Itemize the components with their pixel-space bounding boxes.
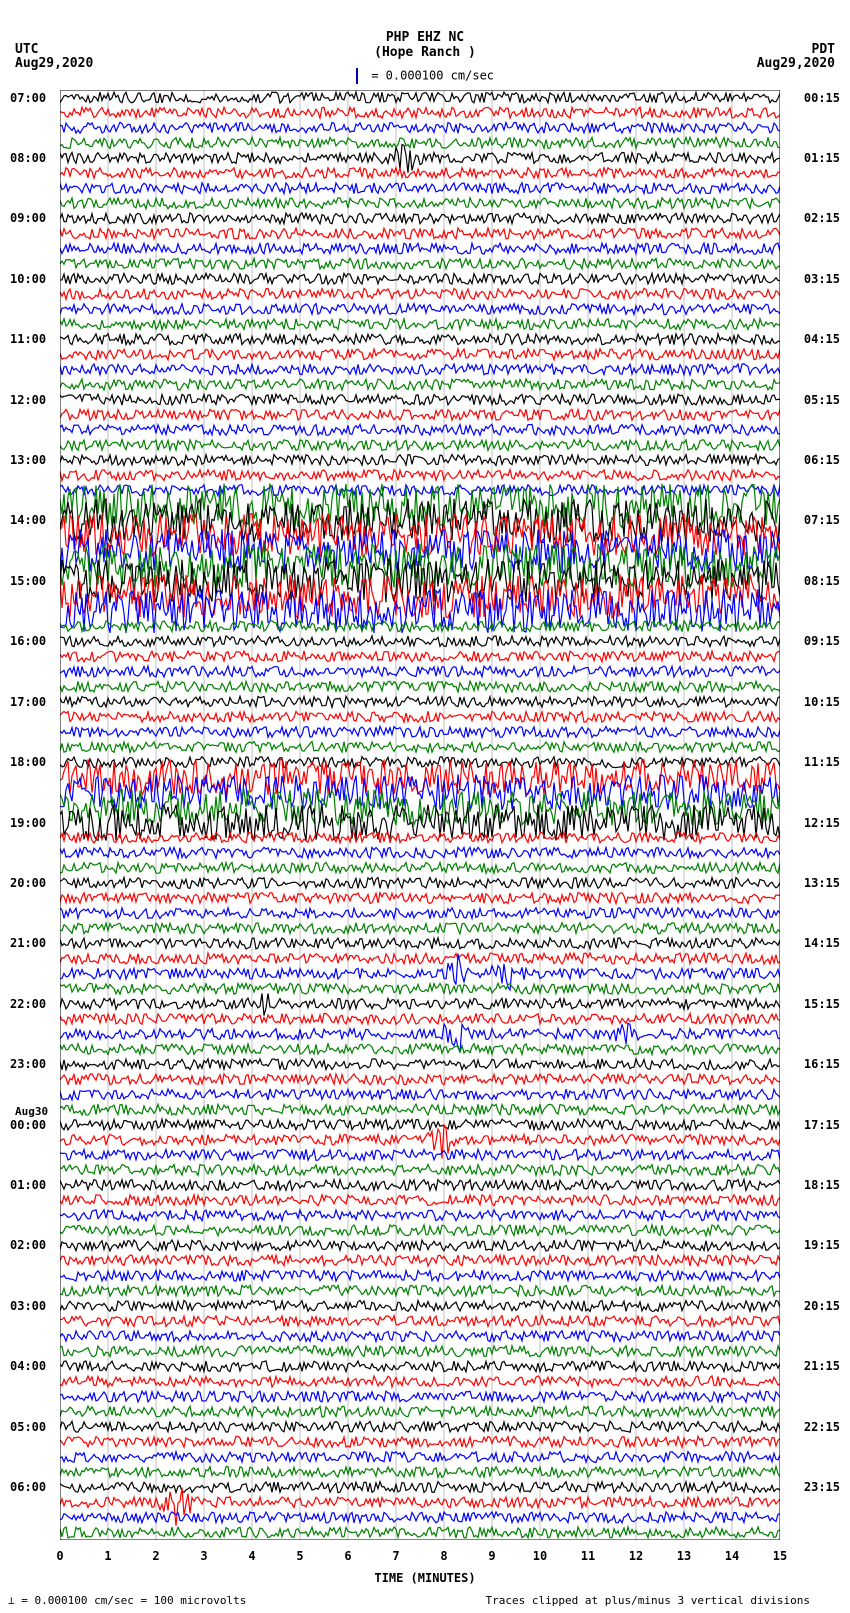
pdt-time-label: 05:15 (804, 393, 840, 407)
utc-time-label: 23:00 (10, 1057, 46, 1071)
utc-time-label: 13:00 (10, 453, 46, 467)
scale-indicator: = 0.000100 cm/sec (0, 68, 850, 84)
pdt-time-label: 20:15 (804, 1299, 840, 1313)
utc-time-label: 18:00 (10, 755, 46, 769)
x-tick-label: 10 (533, 1549, 547, 1563)
pdt-time-label: 03:15 (804, 272, 840, 286)
utc-time-label: 03:00 (10, 1299, 46, 1313)
x-tick-label: 3 (200, 1549, 207, 1563)
x-tick-label: 14 (725, 1549, 739, 1563)
x-tick-label: 6 (344, 1549, 351, 1563)
pdt-time-label: 22:15 (804, 1420, 840, 1434)
pdt-time-label: 11:15 (804, 755, 840, 769)
utc-time-label: 01:00 (10, 1178, 46, 1192)
chart-header: PHP EHZ NC (Hope Ranch ) (0, 30, 850, 60)
pdt-time-label: 19:15 (804, 1238, 840, 1252)
utc-time-label: 11:00 (10, 332, 46, 346)
x-tick-label: 2 (152, 1549, 159, 1563)
utc-time-label: 14:00 (10, 513, 46, 527)
pdt-time-label: 04:15 (804, 332, 840, 346)
x-axis-title: TIME (MINUTES) (0, 1571, 850, 1585)
x-tick-label: 12 (629, 1549, 643, 1563)
utc-time-label: 02:00 (10, 1238, 46, 1252)
pdt-time-label: 09:15 (804, 634, 840, 648)
utc-time-label: 05:00 (10, 1420, 46, 1434)
pdt-time-label: 01:15 (804, 151, 840, 165)
pdt-time-label: 07:15 (804, 513, 840, 527)
date-right: Aug29,2020 (757, 56, 835, 71)
pdt-time-label: 21:15 (804, 1359, 840, 1373)
footer-scale: ⊥ = 0.000100 cm/sec = 100 microvolts (8, 1594, 246, 1607)
pdt-time-label: 00:15 (804, 91, 840, 105)
utc-time-label: 12:00 (10, 393, 46, 407)
utc-time-label: 21:00 (10, 936, 46, 950)
utc-time-label: 04:00 (10, 1359, 46, 1373)
pdt-time-label: 23:15 (804, 1480, 840, 1494)
utc-time-label: 09:00 (10, 211, 46, 225)
pdt-time-label: 06:15 (804, 453, 840, 467)
station-code: PHP EHZ NC (0, 30, 850, 45)
pdt-time-label: 12:15 (804, 816, 840, 830)
x-tick-label: 13 (677, 1549, 691, 1563)
x-axis: 0123456789101112131415 (60, 1543, 780, 1573)
pdt-time-label: 14:15 (804, 936, 840, 950)
utc-time-label: 07:00 (10, 91, 46, 105)
x-tick-label: 0 (56, 1549, 63, 1563)
x-tick-label: 7 (392, 1549, 399, 1563)
helicorder-plot (60, 90, 780, 1540)
footer-clip-note: Traces clipped at plus/minus 3 vertical … (485, 1594, 810, 1607)
date-rollover-marker: Aug30 (15, 1105, 48, 1118)
utc-time-label: 16:00 (10, 634, 46, 648)
pdt-time-label: 15:15 (804, 997, 840, 1011)
x-tick-label: 11 (581, 1549, 595, 1563)
pdt-time-label: 13:15 (804, 876, 840, 890)
x-tick-label: 5 (296, 1549, 303, 1563)
timezone-left: UTC (15, 42, 38, 57)
utc-time-label: 19:00 (10, 816, 46, 830)
scale-text: = 0.000100 cm/sec (371, 69, 494, 83)
x-tick-label: 8 (440, 1549, 447, 1563)
pdt-time-label: 16:15 (804, 1057, 840, 1071)
x-tick-label: 1 (104, 1549, 111, 1563)
utc-time-label: 06:00 (10, 1480, 46, 1494)
pdt-time-label: 10:15 (804, 695, 840, 709)
pdt-time-label: 17:15 (804, 1118, 840, 1132)
timezone-right: PDT (812, 42, 835, 57)
scale-bar-icon (356, 68, 358, 84)
pdt-time-label: 08:15 (804, 574, 840, 588)
date-left: Aug29,2020 (15, 56, 93, 71)
utc-time-label: 17:00 (10, 695, 46, 709)
station-location: (Hope Ranch ) (0, 45, 850, 60)
utc-time-label: 20:00 (10, 876, 46, 890)
pdt-time-label: 02:15 (804, 211, 840, 225)
utc-time-label: 15:00 (10, 574, 46, 588)
pdt-time-label: 18:15 (804, 1178, 840, 1192)
x-tick-label: 4 (248, 1549, 255, 1563)
x-tick-label: 9 (488, 1549, 495, 1563)
utc-time-label: 00:00 (10, 1118, 46, 1132)
utc-time-label: 08:00 (10, 151, 46, 165)
utc-time-label: 10:00 (10, 272, 46, 286)
utc-time-label: 22:00 (10, 997, 46, 1011)
x-tick-label: 15 (773, 1549, 787, 1563)
